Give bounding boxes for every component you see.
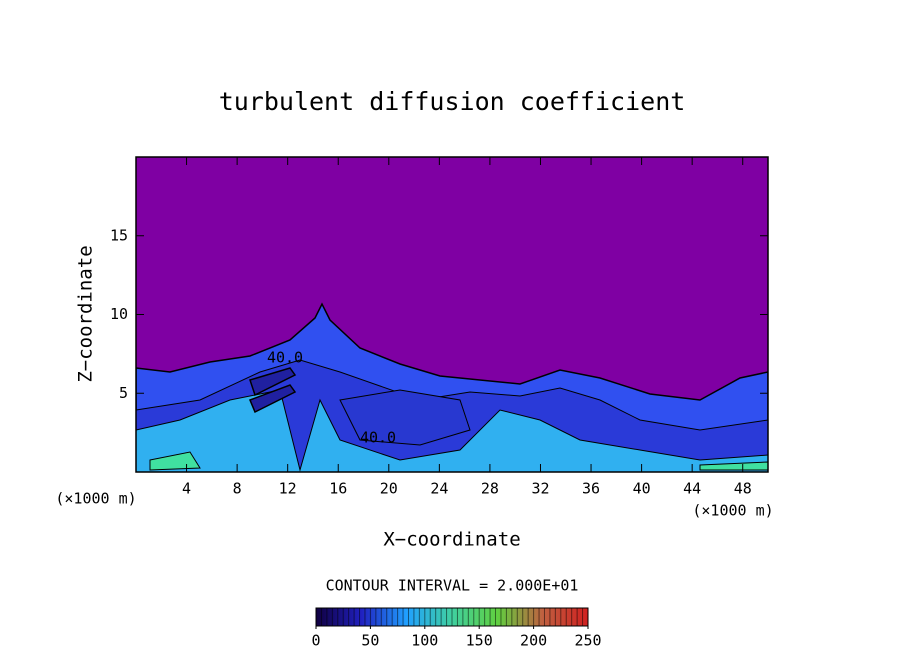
contour-label: 40.0 — [267, 349, 303, 367]
contour-label: 40.0 — [360, 429, 396, 447]
x-tick-label: 32 — [531, 480, 549, 498]
x-tick-label: 40 — [633, 480, 651, 498]
x-tick-label: 8 — [233, 480, 242, 498]
contour-interval: CONTOUR INTERVAL = 2.000E+01 — [326, 577, 579, 595]
x-tick-label: 28 — [481, 480, 499, 498]
x-tick-label: 12 — [279, 480, 297, 498]
y-tick-label: 5 — [119, 384, 128, 402]
x-tick-label: 20 — [380, 480, 398, 498]
y-axis-label: Z−coordinate — [75, 245, 97, 382]
colorbar-tick-label: 150 — [466, 632, 493, 650]
x-tick-label: 24 — [430, 480, 448, 498]
x-unit: (×1000 m) — [692, 502, 773, 520]
colorbar-tick-label: 100 — [411, 632, 438, 650]
chart-title: turbulent diffusion coefficient — [219, 87, 686, 116]
x-tick-label: 36 — [582, 480, 600, 498]
y-tick-label: 15 — [110, 226, 128, 244]
colorbar-tick-label: 200 — [520, 632, 547, 650]
y-unit: (×1000 m) — [55, 490, 136, 508]
field — [136, 157, 768, 472]
colorbar-tick-label: 50 — [361, 632, 379, 650]
x-tick-label: 48 — [734, 480, 752, 498]
colorbar-tick-label: 0 — [311, 632, 320, 650]
x-tick-label: 4 — [182, 480, 191, 498]
x-axis-label: X−coordinate — [383, 529, 520, 551]
x-tick-label: 16 — [329, 480, 347, 498]
x-tick-label: 44 — [683, 480, 701, 498]
y-tick-label: 10 — [110, 305, 128, 323]
colorbar-tick-label: 250 — [574, 632, 601, 650]
